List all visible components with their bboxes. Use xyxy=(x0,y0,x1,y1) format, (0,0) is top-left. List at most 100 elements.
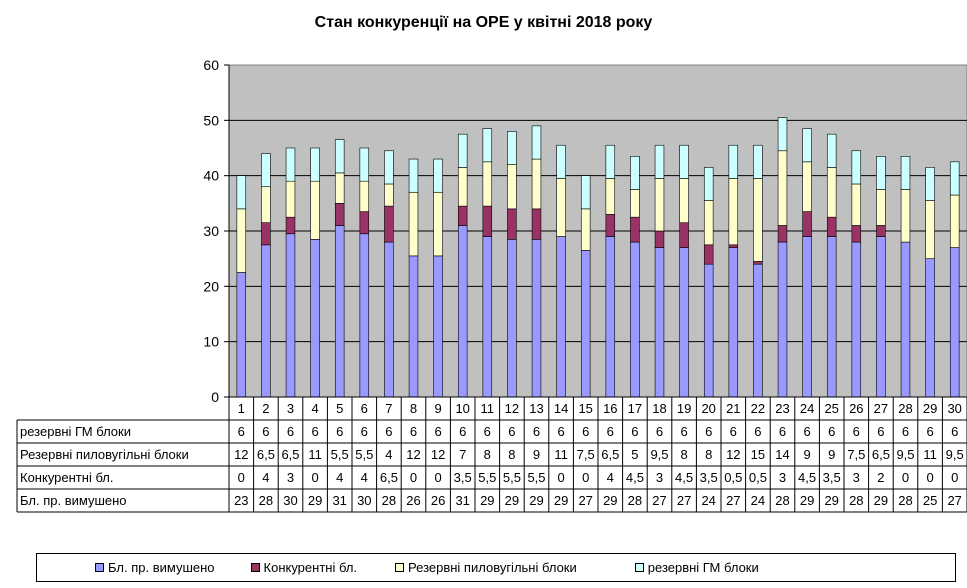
bar-segment-2-day-2 xyxy=(261,222,271,246)
table-row-header: Резервні пиловугільні блоки xyxy=(20,447,189,462)
bar-segment-4-day-3 xyxy=(285,147,296,182)
data-label: 9,5 xyxy=(896,447,914,462)
bar-segment-3-day-16 xyxy=(605,178,616,215)
data-label: 9,5 xyxy=(946,447,964,462)
x-tick-label: 15 xyxy=(578,401,592,416)
y-tick-label: 30 xyxy=(203,223,219,239)
bar-segment-2-day-12 xyxy=(507,208,517,240)
bar-segment-2-day-5 xyxy=(334,203,345,226)
x-tick-label: 17 xyxy=(628,401,642,416)
data-label: 28 xyxy=(849,493,863,508)
bar-segment-3-day-9 xyxy=(433,191,443,257)
bar-segment-4-day-18 xyxy=(654,144,665,179)
data-label: 30 xyxy=(283,493,297,508)
table-row-header: Бл. пр. вимушено xyxy=(20,493,127,508)
data-label: 6 xyxy=(631,424,638,439)
data-label: 0 xyxy=(951,470,958,485)
bar-segment-3-day-1 xyxy=(236,208,247,273)
data-label: 27 xyxy=(726,493,740,508)
data-label: 3 xyxy=(853,470,860,485)
data-label: 6 xyxy=(656,424,663,439)
data-label: 12 xyxy=(431,447,445,462)
data-label: 6,5 xyxy=(872,447,890,462)
x-tick-label: 19 xyxy=(677,401,691,416)
x-tick-label: 23 xyxy=(775,401,789,416)
bar-segment-4-day-7 xyxy=(384,150,394,185)
data-label: 6 xyxy=(926,424,933,439)
bar-segment-4-day-21 xyxy=(728,144,739,179)
bar-segment-2-day-20 xyxy=(703,244,714,265)
x-tick-label: 2 xyxy=(262,401,269,416)
bar-segment-4-day-17 xyxy=(630,156,640,190)
data-label: 6,5 xyxy=(257,447,275,462)
data-label: 6 xyxy=(557,424,564,439)
bar-segment-2-day-7 xyxy=(384,205,394,243)
data-label: 11 xyxy=(554,447,568,462)
data-label: 25 xyxy=(923,493,937,508)
data-label: 5 xyxy=(631,447,638,462)
bar-segment-2-day-24 xyxy=(802,211,812,237)
bar-segment-3-day-6 xyxy=(359,180,370,212)
data-label: 12 xyxy=(406,447,420,462)
data-label: 29 xyxy=(603,493,617,508)
data-label: 27 xyxy=(652,493,666,508)
bar-segment-1-day-3 xyxy=(285,233,296,398)
data-label: 0 xyxy=(557,470,564,485)
bar-segment-3-day-2 xyxy=(261,186,271,224)
bar-segment-4-day-4 xyxy=(310,147,320,182)
data-label: 26 xyxy=(431,493,445,508)
bar-segment-1-day-20 xyxy=(703,263,714,398)
data-label: 9 xyxy=(828,447,835,462)
bar-segment-2-day-19 xyxy=(679,222,689,248)
data-label: 28 xyxy=(628,493,642,508)
data-label: 0 xyxy=(410,470,417,485)
data-label: 4 xyxy=(361,470,368,485)
bar-segment-3-day-18 xyxy=(654,178,665,232)
bar-segment-1-day-16 xyxy=(605,236,616,398)
data-label: 29 xyxy=(529,493,543,508)
data-label: 27 xyxy=(947,493,961,508)
data-label: 7 xyxy=(459,447,466,462)
x-tick-label: 30 xyxy=(947,401,961,416)
data-label: 29 xyxy=(308,493,322,508)
data-label: 23 xyxy=(234,493,248,508)
x-tick-label: 25 xyxy=(824,401,838,416)
legend-item: Резервні пиловугільні блоки xyxy=(395,560,577,575)
x-tick-label: 14 xyxy=(554,401,568,416)
data-label: 5,5 xyxy=(503,470,521,485)
bar-segment-4-day-25 xyxy=(826,133,837,168)
data-label: 11 xyxy=(923,447,937,462)
data-label: 11 xyxy=(308,447,322,462)
bar-segment-3-day-10 xyxy=(457,167,468,207)
y-tick-label: 40 xyxy=(203,168,219,184)
data-label: 8 xyxy=(680,447,687,462)
data-label: 29 xyxy=(800,493,814,508)
data-label: 0 xyxy=(238,470,245,485)
data-label: 9,5 xyxy=(650,447,668,462)
data-label: 6 xyxy=(287,424,294,439)
x-tick-label: 7 xyxy=(385,401,392,416)
bar-segment-3-day-4 xyxy=(310,180,320,240)
data-label: 6 xyxy=(410,424,417,439)
bar-segment-2-day-22 xyxy=(753,261,763,265)
bar-segment-4-day-19 xyxy=(679,144,689,179)
bar-segment-3-day-20 xyxy=(703,200,714,246)
bar-segment-4-day-27 xyxy=(876,156,886,190)
data-label: 5,5 xyxy=(527,470,545,485)
data-label: 6 xyxy=(779,424,786,439)
x-tick-label: 18 xyxy=(652,401,666,416)
bar-segment-1-day-29 xyxy=(925,258,935,398)
bar-segment-1-day-12 xyxy=(507,239,517,398)
x-tick-label: 6 xyxy=(361,401,368,416)
data-label: 7,5 xyxy=(577,447,595,462)
data-label: 0 xyxy=(582,470,589,485)
table-row-header: Конкурентні бл. xyxy=(20,470,114,485)
bar-segment-2-day-23 xyxy=(777,225,788,243)
data-label: 26 xyxy=(406,493,420,508)
data-label: 9 xyxy=(533,447,540,462)
bar-segment-1-day-8 xyxy=(408,255,419,398)
bar-segment-2-day-25 xyxy=(826,216,837,237)
x-tick-label: 9 xyxy=(434,401,441,416)
data-label: 28 xyxy=(898,493,912,508)
chart-title: Стан конкуренції на ОРЕ у квітні 2018 ро… xyxy=(314,14,653,31)
